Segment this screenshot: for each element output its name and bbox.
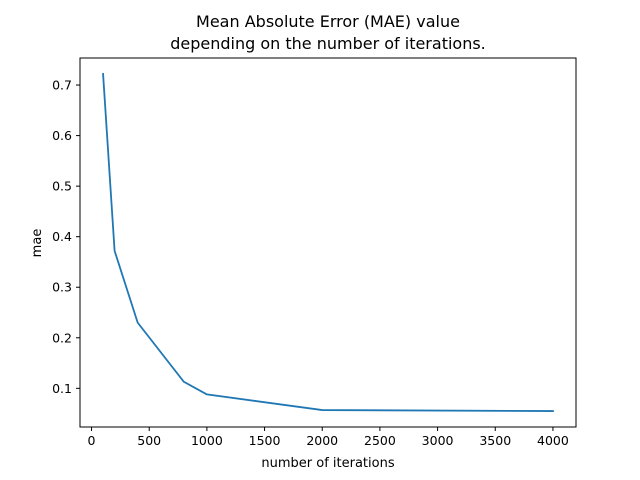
x-tick-label: 0 [88,433,96,448]
x-tick-label: 3000 [422,433,454,448]
y-tick-label: 0.4 [52,229,72,244]
y-axis-ticks: 0.1 0.2 0.3 0.4 0.5 0.6 0.7 [52,78,80,396]
series-line [102,72,554,412]
x-tick-label: 2000 [306,433,338,448]
plot-area-frame [79,57,577,428]
y-tick-label: 0.6 [52,128,72,143]
x-tick-label: 1500 [249,433,281,448]
x-tick-label: 3500 [479,433,511,448]
y-tick-label: 0.3 [52,280,72,295]
x-tick-label: 1000 [191,433,223,448]
x-tick-label: 500 [137,433,161,448]
x-axis-label: number of iterations [261,456,394,471]
y-tick-label: 0.2 [52,330,72,345]
x-axis-ticks: 0 500 1000 1500 2000 2500 3000 3500 4000 [88,427,569,448]
y-axis-label: mae [30,229,45,258]
y-tick-label: 0.7 [52,78,72,93]
x-tick-label: 4000 [537,433,569,448]
series-layer [102,72,554,412]
chart-title-line-2: depending on the number of iterations. [170,34,486,53]
y-tick-label: 0.1 [52,381,72,396]
x-tick-label: 2500 [364,433,396,448]
chart-title-line-1: Mean Absolute Error (MAE) value [196,12,460,31]
y-tick-label: 0.5 [52,179,72,194]
